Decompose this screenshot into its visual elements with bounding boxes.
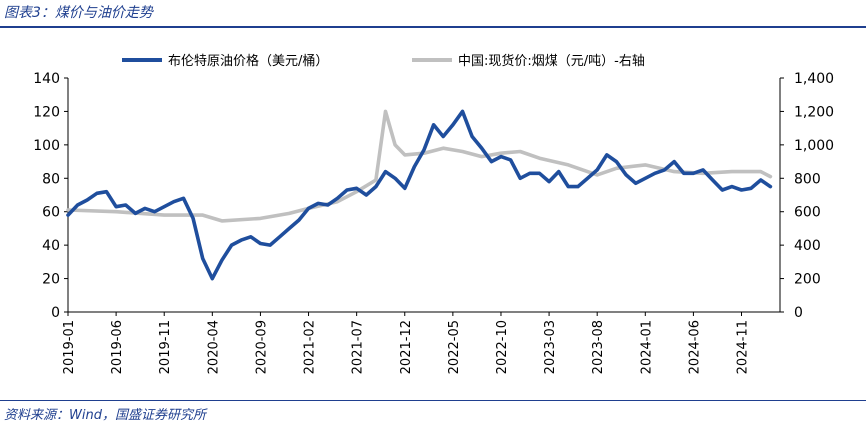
axes <box>67 78 781 313</box>
y-left-tick-label: 80 <box>42 171 60 187</box>
y-axis-left-ticks: 0 20 40 60 80 100 120 140 <box>33 71 68 321</box>
y-right-tick-label: 200 <box>794 272 821 288</box>
x-tick-label: 2020-04 <box>206 320 221 374</box>
x-tick-label: 2024-01 <box>639 320 654 374</box>
x-tick-label: 2022-10 <box>495 320 510 374</box>
y-left-tick-label: 0 <box>51 305 60 321</box>
y-left-tick-label: 60 <box>42 205 60 221</box>
y-left-tick-label: 100 <box>33 138 60 154</box>
y-left-tick-label: 120 <box>33 104 60 120</box>
y-right-tick-label: 0 <box>794 305 803 321</box>
x-tick-label: 2021-02 <box>303 320 318 374</box>
y-right-tick-label: 1,000 <box>794 138 834 154</box>
y-right-tick-label: 400 <box>794 238 821 254</box>
series-layer <box>66 109 773 281</box>
y-right-tick-label: 600 <box>794 205 821 221</box>
x-tick-label: 2019-11 <box>158 320 173 374</box>
series-line-coal <box>66 109 773 223</box>
x-tick-label: 2024-06 <box>687 320 702 374</box>
x-tick-label: 2024-11 <box>736 320 751 374</box>
bottom-rule <box>0 400 866 401</box>
y-left-tick-label: 140 <box>33 71 60 87</box>
figure-title: 图表3：煤价与油价走势 <box>4 5 153 21</box>
x-tick-label: 2021-12 <box>399 320 414 374</box>
price-chart: 布伦特原油价格（美元/桶） 中国:现货价:烟煤（元/吨）-右轴 0 20 40 60 8… <box>33 53 834 374</box>
y-right-tick-label: 1,400 <box>794 71 834 87</box>
x-tick-label: 2022-05 <box>447 320 462 374</box>
y-axis-right-ticks: 0 200 400 600 800 1,000 1,200 1,400 <box>780 71 834 321</box>
legend-label-oil: 布伦特原油价格（美元/桶） <box>168 53 328 69</box>
y-left-tick-label: 40 <box>42 238 60 254</box>
x-tick-label: 2019-01 <box>62 320 77 374</box>
y-right-tick-label: 800 <box>794 171 821 187</box>
x-tick-label: 2023-03 <box>543 320 558 374</box>
series-line-oil <box>66 109 773 281</box>
y-right-tick-label: 1,200 <box>794 104 834 120</box>
figure-source: 资料来源：Wind，国盛证券研究所 <box>4 408 206 423</box>
legend-label-coal: 中国:现货价:烟煤（元/吨）-右轴 <box>458 53 645 69</box>
legend: 布伦特原油价格（美元/桶） 中国:现货价:烟煤（元/吨）-右轴 <box>122 53 645 69</box>
x-axis-ticks: 2019-01 2019-06 2019-11 2020-04 2020-09 2021-… <box>62 312 751 374</box>
x-tick-label: 2023-08 <box>591 320 606 374</box>
top-rule <box>0 26 866 28</box>
x-tick-label: 2019-06 <box>110 320 125 374</box>
y-left-tick-label: 20 <box>42 272 60 288</box>
x-tick-label: 2021-07 <box>351 320 366 374</box>
x-tick-label: 2020-09 <box>254 320 269 374</box>
